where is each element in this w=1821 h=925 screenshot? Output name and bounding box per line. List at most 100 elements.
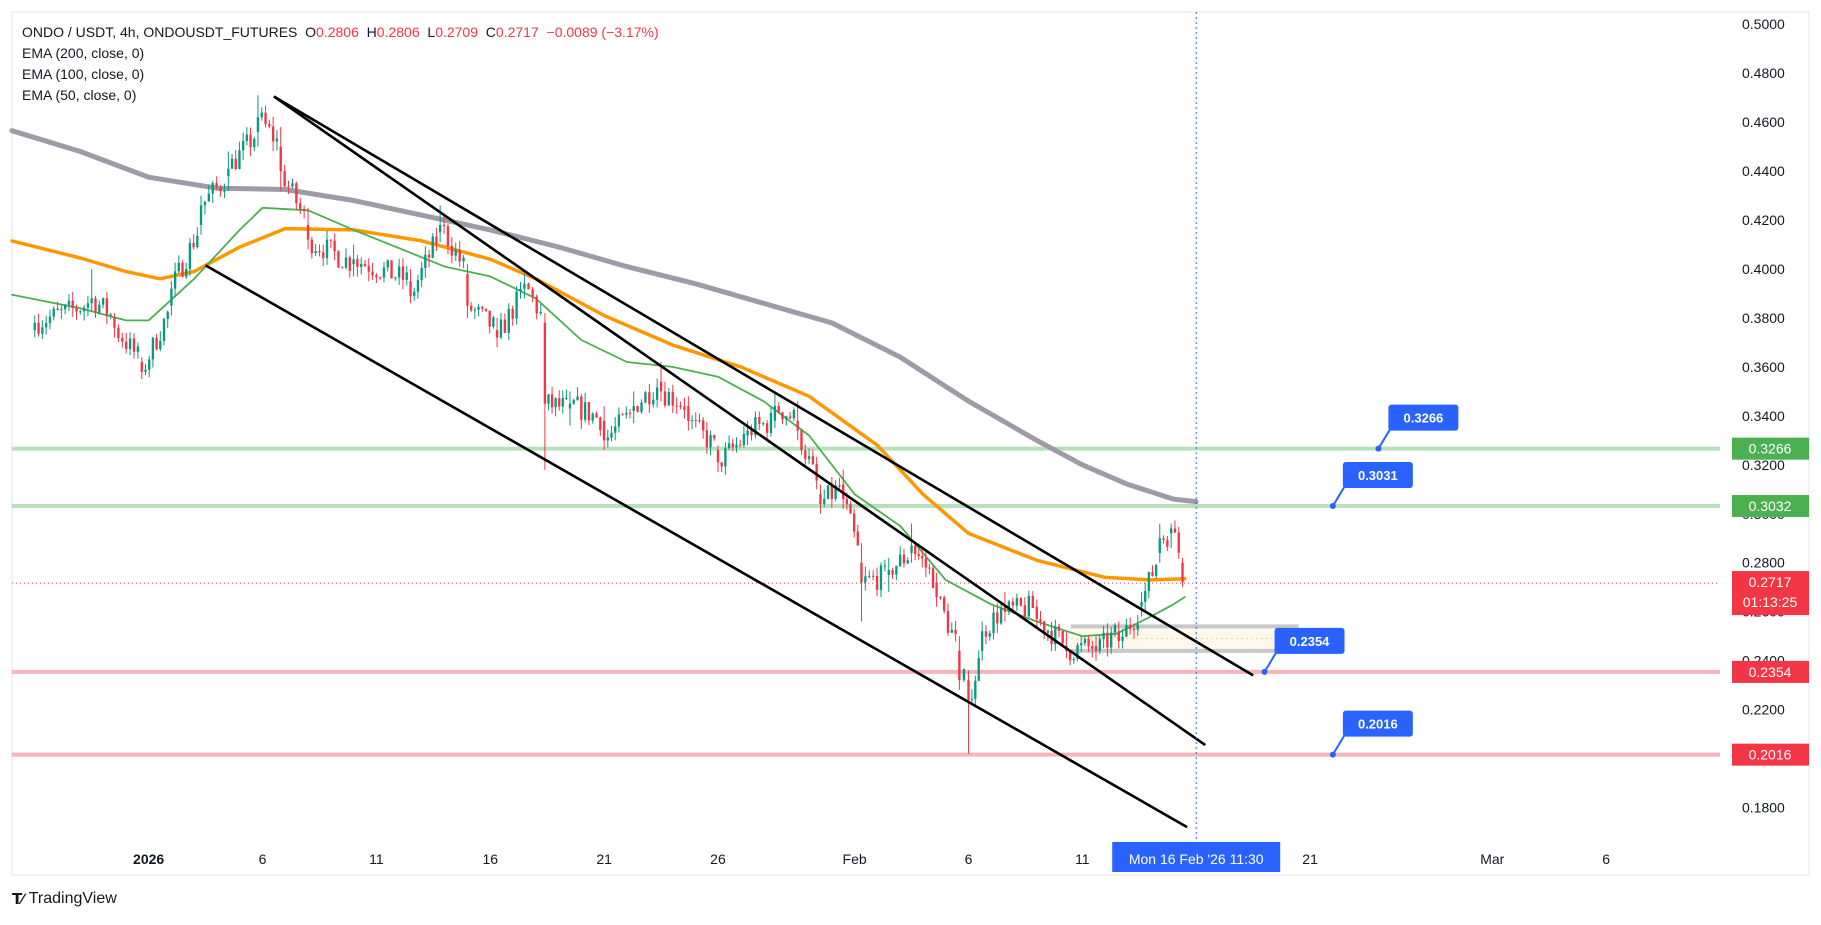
candle-body-42 — [192, 242, 195, 248]
callout-stem-1 — [1331, 485, 1346, 507]
callout-text-3: 0.2016 — [1358, 717, 1398, 732]
candle-body-212 — [838, 485, 841, 487]
chart-legend: ONDO / USDT, 4h, ONDOUSDT_FUTURES O 0.280… — [22, 22, 659, 106]
candle-body-285 — [1113, 624, 1117, 633]
candle-body-252 — [988, 633, 991, 637]
candle-body-168 — [671, 392, 674, 406]
callout-box-3 — [1342, 710, 1413, 737]
candle-body-301 — [1173, 528, 1177, 533]
axis-level-box-1 — [1732, 494, 1809, 517]
candle-body-92 — [382, 267, 386, 278]
candle-body-275 — [1076, 645, 1079, 659]
candle-body-137 — [554, 398, 557, 408]
candle-body-109 — [446, 226, 450, 247]
candle-body-235 — [924, 558, 928, 568]
candle-body-246 — [967, 680, 970, 700]
y-tick-0: 0.5000 — [1742, 16, 1785, 32]
high-value: 0.2806 — [376, 24, 420, 40]
brand[interactable]: 𝗧∕ TradingView — [12, 890, 117, 908]
y-tick-4: 0.4200 — [1742, 212, 1785, 228]
candle-body-260 — [1019, 597, 1023, 606]
candle-body-249 — [977, 658, 980, 681]
candle-body-65 — [279, 146, 282, 172]
candle-body-281 — [1098, 638, 1101, 651]
candle-body-254 — [996, 612, 999, 624]
candle-body-107 — [438, 224, 442, 233]
y-tick-1: 0.4800 — [1742, 65, 1785, 81]
candle-body-286 — [1117, 631, 1120, 642]
candle-body-238 — [935, 582, 938, 598]
candle-body-245 — [962, 669, 966, 681]
candle-body-296 — [1154, 564, 1158, 576]
candle-body-71 — [302, 209, 306, 211]
candle-body-289 — [1128, 624, 1132, 629]
y-tick-7: 0.3600 — [1742, 359, 1785, 375]
candle-body-103 — [424, 254, 427, 269]
callout-stem-0 — [1377, 428, 1392, 450]
candle-body-242 — [950, 629, 953, 633]
crosshair-date-text: Mon 16 Feb '26 11:30 — [1129, 851, 1264, 867]
candle-body-105 — [431, 236, 434, 258]
callout-box-0 — [1388, 404, 1459, 431]
indicator-ema50[interactable]: EMA (50, close, 0) — [22, 87, 137, 103]
candle-body-229 — [902, 554, 906, 564]
candle-body-104 — [427, 254, 431, 258]
low-value: 0.2709 — [435, 24, 479, 40]
candle-body-253 — [992, 612, 995, 634]
x-tick-5: 26 — [710, 851, 726, 867]
crosshair-date-box — [1112, 842, 1281, 872]
candle-body-278 — [1087, 638, 1090, 647]
candle-body-16 — [94, 298, 97, 313]
open-label: O — [305, 24, 317, 40]
x-tick-4: 21 — [596, 851, 612, 867]
candle-body-270 — [1057, 626, 1061, 631]
candle-body-181 — [720, 462, 723, 467]
candle-body-43 — [196, 235, 199, 248]
indicator-ema100[interactable]: EMA (100, close, 0) — [22, 66, 145, 82]
candle-body-298 — [1162, 538, 1165, 540]
candle-body-173 — [690, 420, 694, 422]
candle-body-172 — [687, 406, 690, 421]
candle-body-13 — [82, 307, 86, 312]
candle-body-154 — [617, 414, 621, 427]
candle-body-40 — [185, 268, 188, 277]
candle-body-264 — [1035, 606, 1038, 620]
candle-body-135 — [547, 394, 550, 404]
candle-body-196 — [777, 406, 780, 413]
candle-body-155 — [621, 414, 624, 416]
candle-body-133 — [539, 311, 542, 314]
candle-body-223 — [879, 565, 883, 590]
candle-body-215 — [849, 504, 852, 514]
callout-dot-1 — [1329, 502, 1336, 509]
candle-body-93 — [386, 260, 389, 268]
candle-body-167 — [667, 392, 671, 406]
change-value: −0.0089 (−3.17%) — [546, 24, 659, 40]
tradingview-logo-icon: 𝗧∕ — [12, 891, 24, 908]
candle-body-142 — [572, 400, 575, 404]
candle-body-79 — [333, 240, 336, 252]
candle-body-125 — [507, 308, 510, 333]
indicator-ema200[interactable]: EMA (200, close, 0) — [22, 45, 145, 61]
candle-body-117 — [477, 307, 480, 310]
candle-body-5 — [52, 308, 55, 317]
candle-body-279 — [1091, 646, 1094, 649]
candle-body-73 — [310, 239, 314, 254]
candle-body-2 — [41, 327, 44, 334]
candle-body-276 — [1080, 643, 1083, 646]
candle-body-193 — [765, 423, 769, 433]
candle-body-121 — [492, 317, 495, 327]
candle-body-74 — [314, 250, 317, 254]
candle-body-66 — [283, 171, 286, 187]
callout-box-1 — [1342, 461, 1413, 488]
candle-body-141 — [568, 403, 572, 409]
symbol-label[interactable]: ONDO / USDT, 4h, ONDOUSDT_FUTURES — [22, 24, 298, 40]
candle-body-240 — [943, 597, 946, 611]
candle-body-28 — [140, 362, 143, 372]
candle-body-97 — [401, 266, 405, 280]
candle-body-206 — [815, 464, 818, 481]
candle-body-58 — [253, 139, 256, 148]
candle-body-11 — [75, 307, 78, 312]
candle-body-46 — [207, 193, 211, 202]
